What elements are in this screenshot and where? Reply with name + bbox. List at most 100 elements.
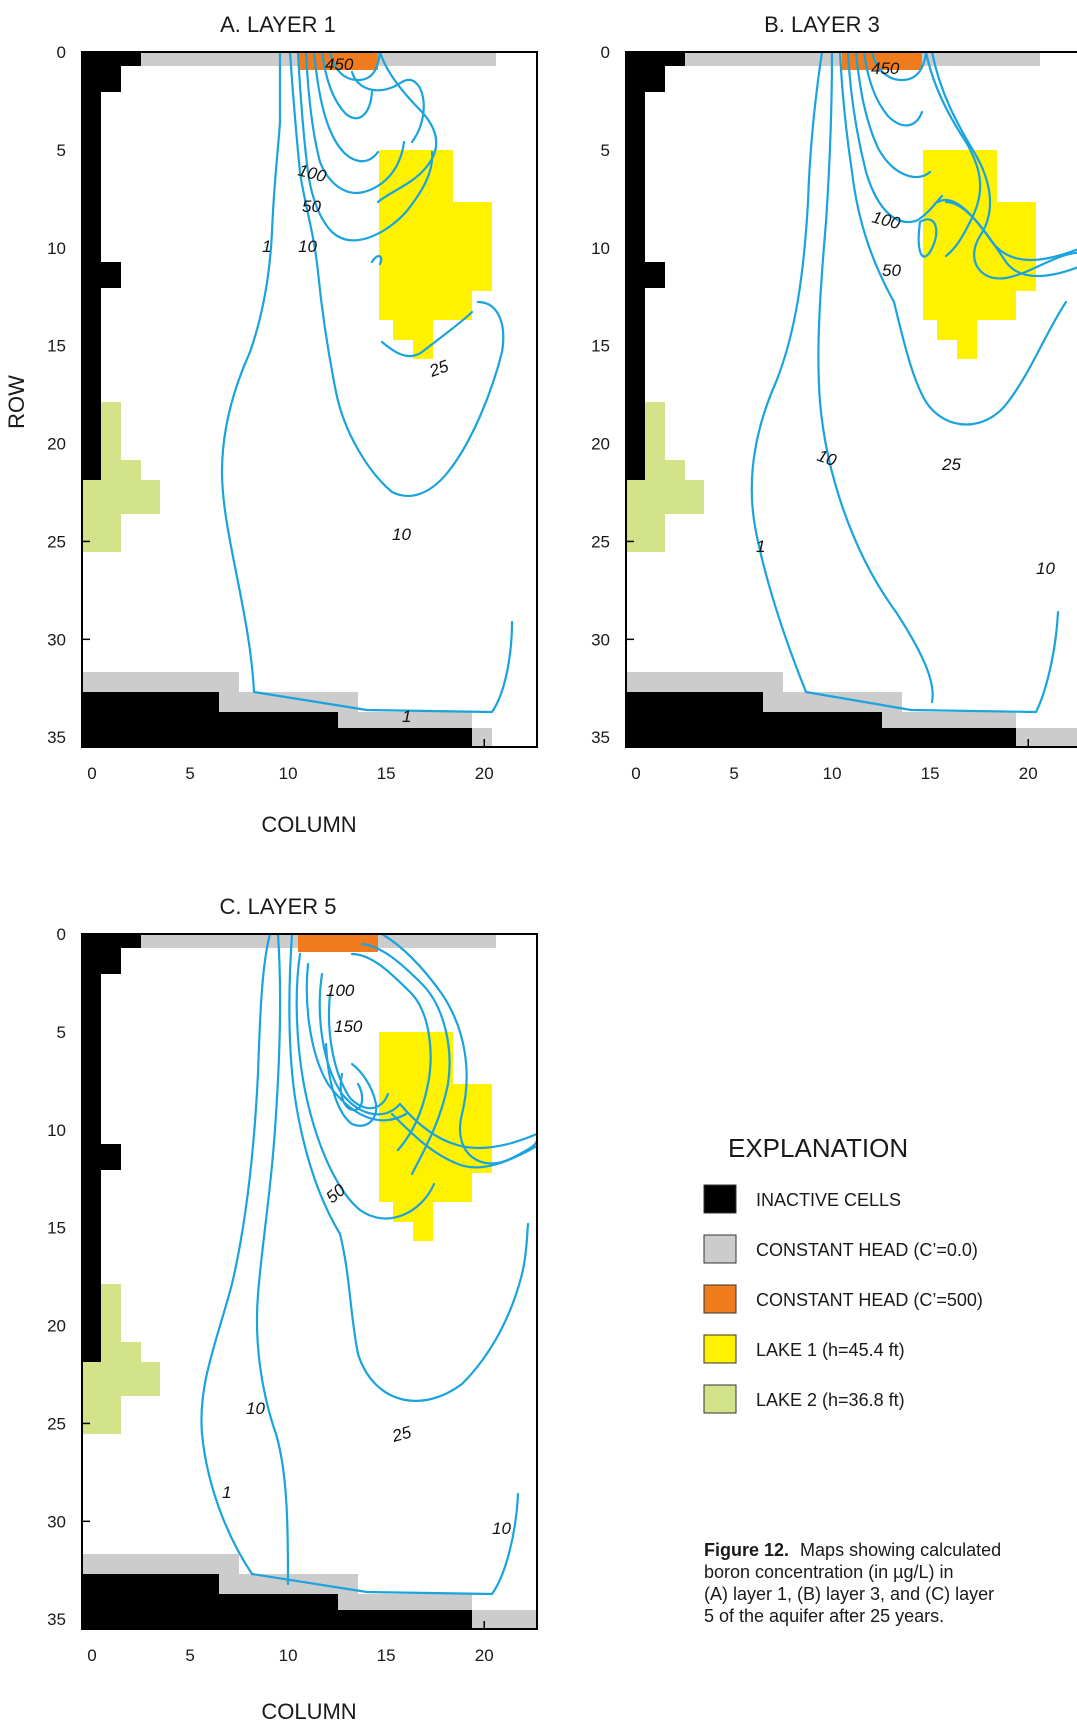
inactive-cells [626, 52, 1016, 747]
caption-line: boron concentration (in µg/L) in [704, 1562, 954, 1582]
legend: EXPLANATION INACTIVE CELLS CONSTANT HEAD … [703, 1133, 983, 1414]
contour-label: 100 [870, 208, 903, 234]
contour-label: 150 [334, 1017, 363, 1036]
caption-line: 5 of the aquifer after 25 years. [704, 1606, 944, 1626]
row-tick-label: 20 [591, 435, 610, 454]
x-axis-label: COLUMN [261, 1699, 356, 1724]
row-tick-label: 30 [47, 630, 66, 649]
column-ticks: 0 5 10 15 20 [87, 1621, 494, 1665]
x-axis-label: COLUMN [261, 812, 356, 837]
column-tick-label: 20 [475, 1646, 494, 1665]
constant-head-500 [298, 934, 378, 952]
row-tick-label: 25 [47, 1414, 66, 1433]
legend-swatch [703, 1284, 737, 1314]
contour-label: 1 [222, 1483, 231, 1502]
lake-1-area [379, 150, 492, 359]
contour-label: 50 [302, 197, 321, 216]
contour-label: 10 [246, 1399, 265, 1418]
row-tick-label: 0 [57, 925, 66, 944]
contour-label: 1 [756, 537, 765, 556]
constant-head-500 [842, 52, 922, 70]
column-tick-label: 5 [185, 764, 194, 783]
legend-swatch [703, 1384, 737, 1414]
legend-swatch [703, 1184, 737, 1214]
column-tick-label: 10 [823, 764, 842, 783]
plot-frame [81, 51, 538, 748]
legend-label: INACTIVE CELLS [756, 1190, 901, 1210]
legend-label: CONSTANT HEAD (C’=0.0) [756, 1240, 978, 1260]
contour-label: 10 [1036, 559, 1055, 578]
column-ticks: 0 5 10 15 20 [631, 739, 1038, 783]
legend-label: LAKE 2 (h=36.8 ft) [756, 1390, 905, 1410]
contour-label: 10 [392, 525, 411, 544]
caption-figure-number: Figure 12. [704, 1540, 789, 1560]
column-tick-label: 5 [185, 1646, 194, 1665]
row-tick-label: 30 [591, 630, 610, 649]
panel-layer-3: B. LAYER 3 [591, 12, 1077, 783]
column-tick-label: 10 [279, 1646, 298, 1665]
row-tick-label: 0 [601, 43, 610, 62]
caption-line: (A) layer 1, (B) layer 3, and (C) layer [704, 1584, 994, 1604]
svg-text:Figure 12. Maps showing: Figure 12. Maps showing calculated [704, 1540, 1001, 1560]
contour-label: 450 [871, 59, 900, 78]
contour-label: 50 [882, 261, 901, 280]
row-tick-label: 35 [591, 728, 610, 747]
panel-layer-5: C. LAYER 5 [47, 894, 539, 1724]
lake-2-area [82, 402, 160, 552]
legend-swatch [703, 1234, 737, 1264]
contour-label: 25 [389, 1422, 414, 1446]
constant-head-500 [298, 52, 378, 70]
panel-title: A. LAYER 1 [220, 12, 336, 37]
contour-label: 1 [262, 237, 271, 256]
column-tick-label: 15 [377, 1646, 396, 1665]
row-tick-label: 35 [47, 728, 66, 747]
contour-labels: 100 150 50 10 1 25 10 [222, 981, 511, 1538]
inactive-cells [82, 934, 472, 1629]
panel-layer-1: A. LAYER 1 [4, 12, 538, 837]
contour-label: 10 [492, 1519, 511, 1538]
row-tick-label: 20 [47, 1317, 66, 1336]
plot-frame [625, 51, 1077, 748]
legend-title: EXPLANATION [728, 1133, 908, 1163]
contour-label: 450 [325, 55, 354, 74]
column-tick-label: 10 [279, 764, 298, 783]
row-ticks: 0 5 10 15 20 25 30 35 [591, 43, 634, 747]
row-tick-label: 15 [591, 337, 610, 356]
caption-line: Maps showing calculated [800, 1540, 1001, 1560]
column-ticks: 0 5 10 15 20 [87, 739, 494, 783]
panel-title: B. LAYER 3 [764, 12, 880, 37]
row-tick-label: 30 [47, 1512, 66, 1531]
column-tick-label: 5 [729, 764, 738, 783]
row-tick-label: 10 [47, 1121, 66, 1140]
row-tick-label: 10 [47, 239, 66, 258]
legend-label: LAKE 1 (h=45.4 ft) [756, 1340, 905, 1360]
row-ticks: 0 5 10 15 20 25 30 35 [47, 925, 90, 1629]
contour-label: 1 [402, 707, 411, 726]
contour-lines [220, 50, 514, 714]
row-tick-label: 5 [57, 141, 66, 160]
column-tick-label: 0 [87, 764, 96, 783]
row-tick-label: 25 [47, 532, 66, 551]
lake-2-area [626, 402, 704, 552]
contour-lines [750, 50, 1077, 714]
row-tick-label: 10 [591, 239, 610, 258]
contour-label: 10 [298, 237, 317, 256]
legend-label: CONSTANT HEAD (C’=500) [756, 1290, 983, 1310]
row-tick-label: 5 [57, 1023, 66, 1042]
row-tick-label: 0 [57, 43, 66, 62]
contour-label: 25 [941, 455, 961, 474]
column-tick-label: 0 [631, 764, 640, 783]
row-tick-label: 15 [47, 337, 66, 356]
column-tick-label: 20 [1019, 764, 1038, 783]
contour-label: 50 [322, 1180, 349, 1207]
panel-title: C. LAYER 5 [220, 894, 337, 919]
row-tick-label: 15 [47, 1219, 66, 1238]
legend-swatch [703, 1334, 737, 1364]
figure-caption: Figure 12. Maps showing calculated boron… [704, 1540, 1001, 1626]
column-tick-label: 15 [377, 764, 396, 783]
lake-2-area [82, 1284, 160, 1434]
row-ticks: 0 5 10 15 20 25 30 35 [47, 43, 90, 747]
row-tick-label: 25 [591, 532, 610, 551]
contour-label: 10 [815, 446, 840, 471]
